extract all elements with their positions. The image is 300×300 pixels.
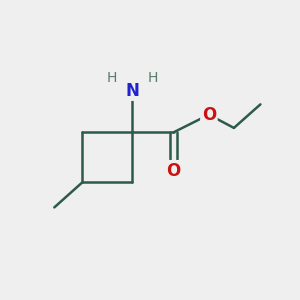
Text: O: O bbox=[202, 106, 216, 124]
Text: H: H bbox=[148, 71, 158, 85]
Text: O: O bbox=[167, 162, 181, 180]
Text: H: H bbox=[106, 71, 117, 85]
Text: N: N bbox=[125, 82, 139, 100]
